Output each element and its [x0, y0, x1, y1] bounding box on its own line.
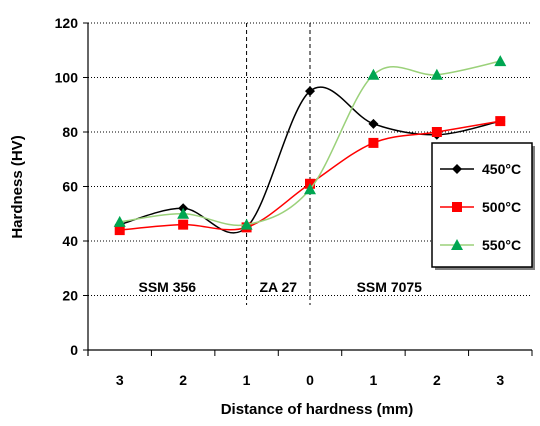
x-tick-label: 0 [306, 372, 314, 388]
series-2-point [240, 218, 253, 230]
y-tick-label: 60 [62, 179, 78, 195]
x-tick-label: 2 [179, 372, 187, 388]
series-1-point [114, 225, 125, 236]
y-tick-label: 80 [62, 124, 78, 140]
y-tick-label: 0 [70, 342, 78, 358]
x-tick-label: 2 [433, 372, 441, 388]
series-1-point [495, 116, 506, 127]
x-tick-label: 1 [370, 372, 378, 388]
y-tick-label: 100 [55, 70, 79, 86]
series-2-point [494, 55, 507, 67]
x-axis-title: Distance of hardness (mm) [221, 401, 414, 418]
data-series [113, 55, 507, 236]
y-axis-title: Hardness (HV) [9, 135, 26, 238]
x-tick-label: 1 [243, 372, 251, 388]
legend-label: 550°C [482, 237, 521, 253]
series-1-point [178, 219, 189, 230]
region-label: SSM 7075 [357, 279, 423, 295]
region-dividers: SSM 356 ZA 27 SSM 7075 [138, 23, 422, 305]
series-1-point [368, 137, 379, 148]
legend-marker [452, 202, 462, 212]
series-0-point [368, 118, 379, 129]
y-tick-label: 20 [62, 288, 78, 304]
legend-label: 450°C [482, 161, 521, 177]
series-2-point [304, 183, 316, 195]
series-1-point [431, 127, 442, 137]
y-tick-label: 120 [55, 15, 79, 31]
legend-marker [452, 164, 462, 174]
region-label: ZA 27 [259, 279, 297, 295]
x-tick-label: 3 [496, 372, 504, 388]
axes: 0 20 40 60 80 100 120 3 2 1 0 1 2 3 [55, 15, 533, 388]
series-2-point [430, 68, 443, 80]
legend-marker [451, 239, 463, 250]
x-tick-label: 3 [116, 372, 124, 388]
y-tick-label: 40 [62, 233, 78, 249]
region-label: SSM 356 [138, 279, 196, 295]
legend-label: 500°C [482, 199, 521, 215]
legend-box [431, 142, 533, 268]
series-2-point [367, 68, 380, 80]
series-2-point [113, 215, 126, 227]
legend: 450°C 500°C 550°C [431, 142, 535, 270]
series-0-point [305, 86, 315, 97]
series-2-point [177, 207, 190, 219]
